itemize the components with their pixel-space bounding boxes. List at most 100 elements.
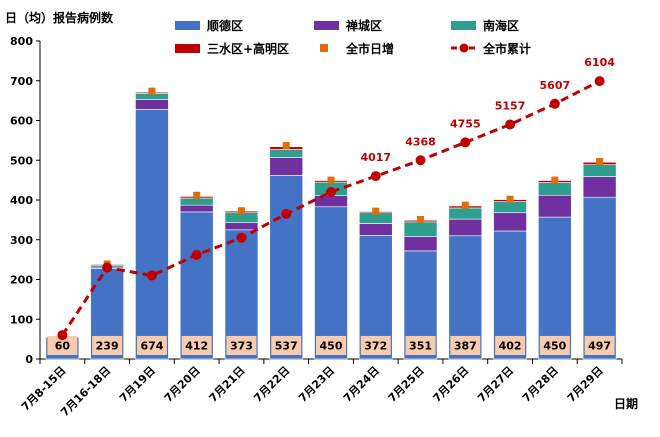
daily-increase-marker — [193, 191, 201, 199]
bar-segment-series-2 — [269, 149, 304, 158]
legend-swatch-shunde — [175, 21, 200, 30]
cumulative-point — [549, 98, 560, 109]
bar-segment-series-2 — [538, 182, 572, 196]
cumulative-point — [505, 119, 516, 130]
total-label: 674 — [140, 339, 163, 352]
total-label-box — [495, 335, 526, 355]
cumulative-point — [191, 249, 202, 260]
bar-segment-series-2 — [403, 221, 438, 237]
x-tick-label: 7月24日 — [341, 364, 382, 405]
total-label-box — [539, 335, 570, 355]
x-tick-label: 7月25日 — [386, 364, 427, 405]
bar-segment-series-1 — [358, 223, 393, 236]
legend-label-sanshui-gaoming: 三水区+高明区 — [207, 41, 289, 56]
x-axis-title: 日期 — [614, 396, 638, 411]
legend-marker-daily-increase — [320, 44, 328, 52]
total-label: 351 — [409, 339, 432, 352]
cumulative-point — [460, 137, 471, 148]
daily-increase-marker — [237, 207, 245, 215]
bar-segment-series-1 — [582, 176, 617, 198]
total-label: 450 — [543, 339, 566, 352]
x-tick-label: 7月29日 — [565, 364, 606, 405]
legend-label-cumulative: 全市累计 — [482, 41, 531, 56]
bar-segment-series-1 — [179, 204, 214, 213]
x-tick-label: 7月20日 — [162, 364, 203, 405]
bar-segment-series-2 — [493, 201, 527, 214]
total-label-box — [181, 335, 212, 355]
daily-increase-marker — [327, 176, 335, 184]
bar-segment-series-1 — [448, 218, 483, 237]
cumulative-point — [594, 76, 605, 87]
cumulative-label: 4017 — [360, 151, 391, 164]
bar-segment-series-1 — [538, 194, 572, 218]
y-tick-label: 0 — [25, 353, 33, 366]
total-label: 450 — [320, 339, 343, 352]
bar-segment-series-0 — [314, 206, 348, 360]
total-label-box — [450, 335, 481, 355]
cumulative-point — [415, 155, 426, 166]
bar-segment-series-0 — [582, 196, 617, 360]
daily-increase-marker — [372, 207, 380, 215]
x-tick-label: 7月27日 — [475, 364, 516, 405]
bar-segment-series-1 — [135, 99, 169, 110]
bar-segment-series-1 — [224, 222, 259, 231]
legend-swatch-nanhai — [451, 21, 476, 30]
cumulative-point — [326, 187, 336, 198]
cumulative-point — [236, 232, 247, 243]
cumulative-point — [57, 330, 68, 341]
x-tick-label: 7月28日 — [520, 364, 561, 405]
total-label: 497 — [588, 339, 611, 352]
legend-label-nanhai: 南海区 — [483, 18, 519, 33]
total-label-box — [47, 335, 78, 355]
bar-segment-series-0 — [135, 109, 169, 360]
total-label: 373 — [230, 339, 253, 352]
daily-increase-marker — [461, 201, 469, 209]
x-tick-label: 7月21日 — [207, 364, 248, 405]
x-tick-label: 7月26日 — [430, 364, 471, 405]
bar-segment-series-2 — [179, 197, 214, 206]
total-label: 402 — [499, 339, 522, 352]
legend-marker-cumulative — [459, 43, 469, 53]
bars — [45, 91, 617, 360]
cumulative-label: 5157 — [495, 99, 526, 112]
total-label: 412 — [185, 339, 208, 352]
y-tick-label: 300 — [10, 234, 33, 247]
bar-segment-series-0 — [269, 175, 304, 360]
total-label-box — [405, 335, 436, 355]
bar-segment-series-1 — [403, 236, 438, 252]
cumulative-point — [146, 270, 157, 281]
legend-label-daily-increase: 全市日增 — [345, 41, 394, 56]
legend-swatch-sanshui-gaoming — [175, 44, 200, 53]
total-label: 239 — [96, 339, 119, 352]
y-tick-label: 600 — [10, 115, 33, 128]
y-tick-label: 400 — [10, 194, 33, 207]
cumulative-label: 5607 — [540, 79, 571, 92]
cumulative-point — [281, 208, 292, 219]
y-tick-label: 700 — [10, 75, 33, 88]
total-label-box — [584, 335, 615, 355]
legend-label-chancheng: 禅城区 — [345, 18, 382, 33]
y-axis-title: 日（均）报告病例数 — [5, 10, 114, 25]
bar-segment-series-1 — [314, 195, 348, 208]
cumulative-point — [370, 171, 381, 182]
cumulative-line: 4017 4368 4755 5157 5607 6104 — [57, 56, 615, 341]
x-tick-label: 7月22日 — [251, 364, 292, 405]
legend-swatch-chancheng — [314, 21, 339, 30]
total-label-box — [136, 335, 167, 355]
bar-segment-series-1 — [493, 212, 527, 232]
total-label-box — [316, 335, 346, 355]
cumulative-point — [102, 262, 113, 273]
cumulative-label: 4368 — [405, 135, 436, 148]
total-label: 60 — [55, 339, 71, 352]
bar-segment-series-2 — [582, 164, 617, 177]
bar-segment-series-0 — [179, 211, 214, 360]
legend: 顺德区 禅城区 南海区 三水区+高明区 全市日增 全市累计 — [175, 18, 531, 56]
daily-increase-marker — [596, 157, 604, 165]
legend-label-shunde: 顺德区 — [207, 18, 243, 33]
y-tick-label: 800 — [10, 35, 33, 48]
total-label: 387 — [454, 339, 477, 352]
daily-increase-marker — [282, 142, 290, 150]
daily-increase-marker — [148, 87, 156, 95]
x-tick-label: 7月19日 — [117, 364, 158, 405]
